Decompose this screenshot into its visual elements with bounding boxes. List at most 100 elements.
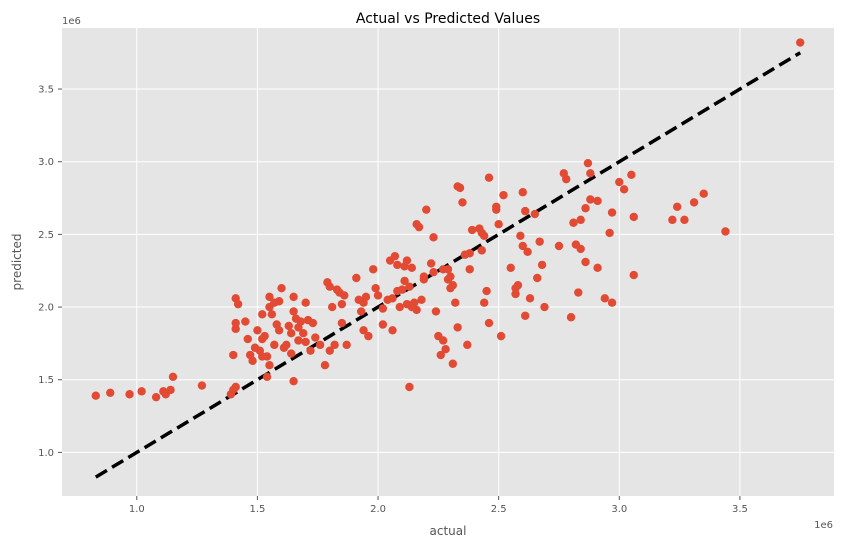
data-point (455, 183, 465, 193)
data-point (583, 158, 593, 168)
data-point (593, 263, 602, 273)
data-point (395, 302, 404, 312)
data-point (328, 302, 337, 312)
chart-title: Actual vs Predicted Values (356, 11, 540, 27)
data-point (586, 169, 595, 178)
x-tick-label: 1.0 (129, 504, 145, 515)
data-point (484, 173, 494, 182)
data-point (429, 233, 438, 242)
data-point (629, 270, 638, 280)
data-point (581, 204, 590, 213)
y-tick-label: 2.5 (38, 230, 54, 241)
data-point (378, 320, 388, 329)
x-tick-label: 3.5 (732, 504, 748, 515)
data-point (419, 272, 429, 281)
data-point (301, 337, 310, 347)
data-point (465, 265, 474, 274)
data-point (125, 390, 134, 399)
data-point (340, 291, 349, 300)
data-point (448, 359, 458, 368)
data-point (518, 241, 527, 251)
data-point (231, 324, 240, 334)
data-point (315, 340, 325, 350)
data-point (506, 263, 515, 273)
data-point (569, 218, 578, 227)
data-point (371, 283, 380, 293)
data-point (513, 281, 523, 290)
data-point (484, 318, 494, 328)
data-point (410, 298, 419, 307)
data-point (607, 208, 617, 217)
data-point (231, 382, 240, 392)
data-point (492, 205, 501, 214)
data-point (106, 388, 115, 398)
data-point (91, 391, 100, 400)
data-point (260, 331, 269, 341)
data-point (615, 177, 624, 187)
data-point (361, 292, 371, 302)
data-point (337, 299, 347, 309)
data-point (467, 225, 477, 235)
data-point (241, 317, 250, 326)
data-point (166, 385, 175, 395)
data-point (308, 318, 318, 328)
data-points (91, 38, 805, 402)
data-point (289, 292, 298, 302)
data-point (137, 387, 146, 396)
data-point (600, 294, 610, 303)
data-point (299, 329, 308, 338)
data-point (267, 310, 277, 319)
data-point (458, 198, 467, 207)
data-point (477, 246, 486, 255)
data-point (400, 276, 409, 286)
data-point (402, 256, 412, 265)
data-point (521, 311, 530, 320)
data-point (274, 326, 284, 335)
plot-background (62, 28, 834, 496)
data-point (337, 318, 347, 328)
data-point (576, 215, 585, 225)
data-point (262, 352, 272, 361)
x-axis-label: actual (430, 524, 467, 538)
y-tick-label: 1.5 (38, 375, 54, 386)
data-point (286, 349, 296, 358)
data-point (668, 215, 677, 225)
data-point (566, 313, 576, 322)
data-point (479, 298, 489, 307)
data-point (593, 196, 602, 206)
reference-line-group (94, 51, 802, 479)
data-point (296, 317, 306, 326)
y-tick-label: 2.0 (38, 303, 54, 314)
reference-line (94, 51, 802, 479)
data-point (388, 294, 397, 303)
data-point (378, 304, 388, 313)
data-point (151, 392, 161, 402)
data-point (429, 267, 438, 277)
data-point (265, 360, 274, 370)
data-point (262, 372, 272, 382)
data-point (248, 356, 257, 366)
data-point (689, 198, 699, 207)
data-point (282, 340, 291, 350)
data-point (446, 272, 455, 281)
x-tick-label: 1.5 (249, 504, 265, 515)
data-point (168, 372, 178, 382)
data-point (229, 350, 238, 360)
x-offset-label: 1e6 (814, 520, 833, 531)
data-point (605, 228, 614, 238)
data-point (438, 336, 448, 345)
y-axis-label: predicted (10, 234, 24, 291)
data-point (325, 282, 334, 291)
data-point (284, 321, 293, 331)
data-point (451, 298, 460, 307)
data-point (390, 251, 400, 261)
data-point (320, 360, 330, 370)
data-point (364, 331, 373, 341)
data-point (426, 259, 436, 268)
data-point (537, 260, 547, 270)
data-point (265, 292, 274, 302)
data-point (535, 237, 544, 246)
data-point (270, 340, 279, 350)
data-point (576, 244, 585, 254)
